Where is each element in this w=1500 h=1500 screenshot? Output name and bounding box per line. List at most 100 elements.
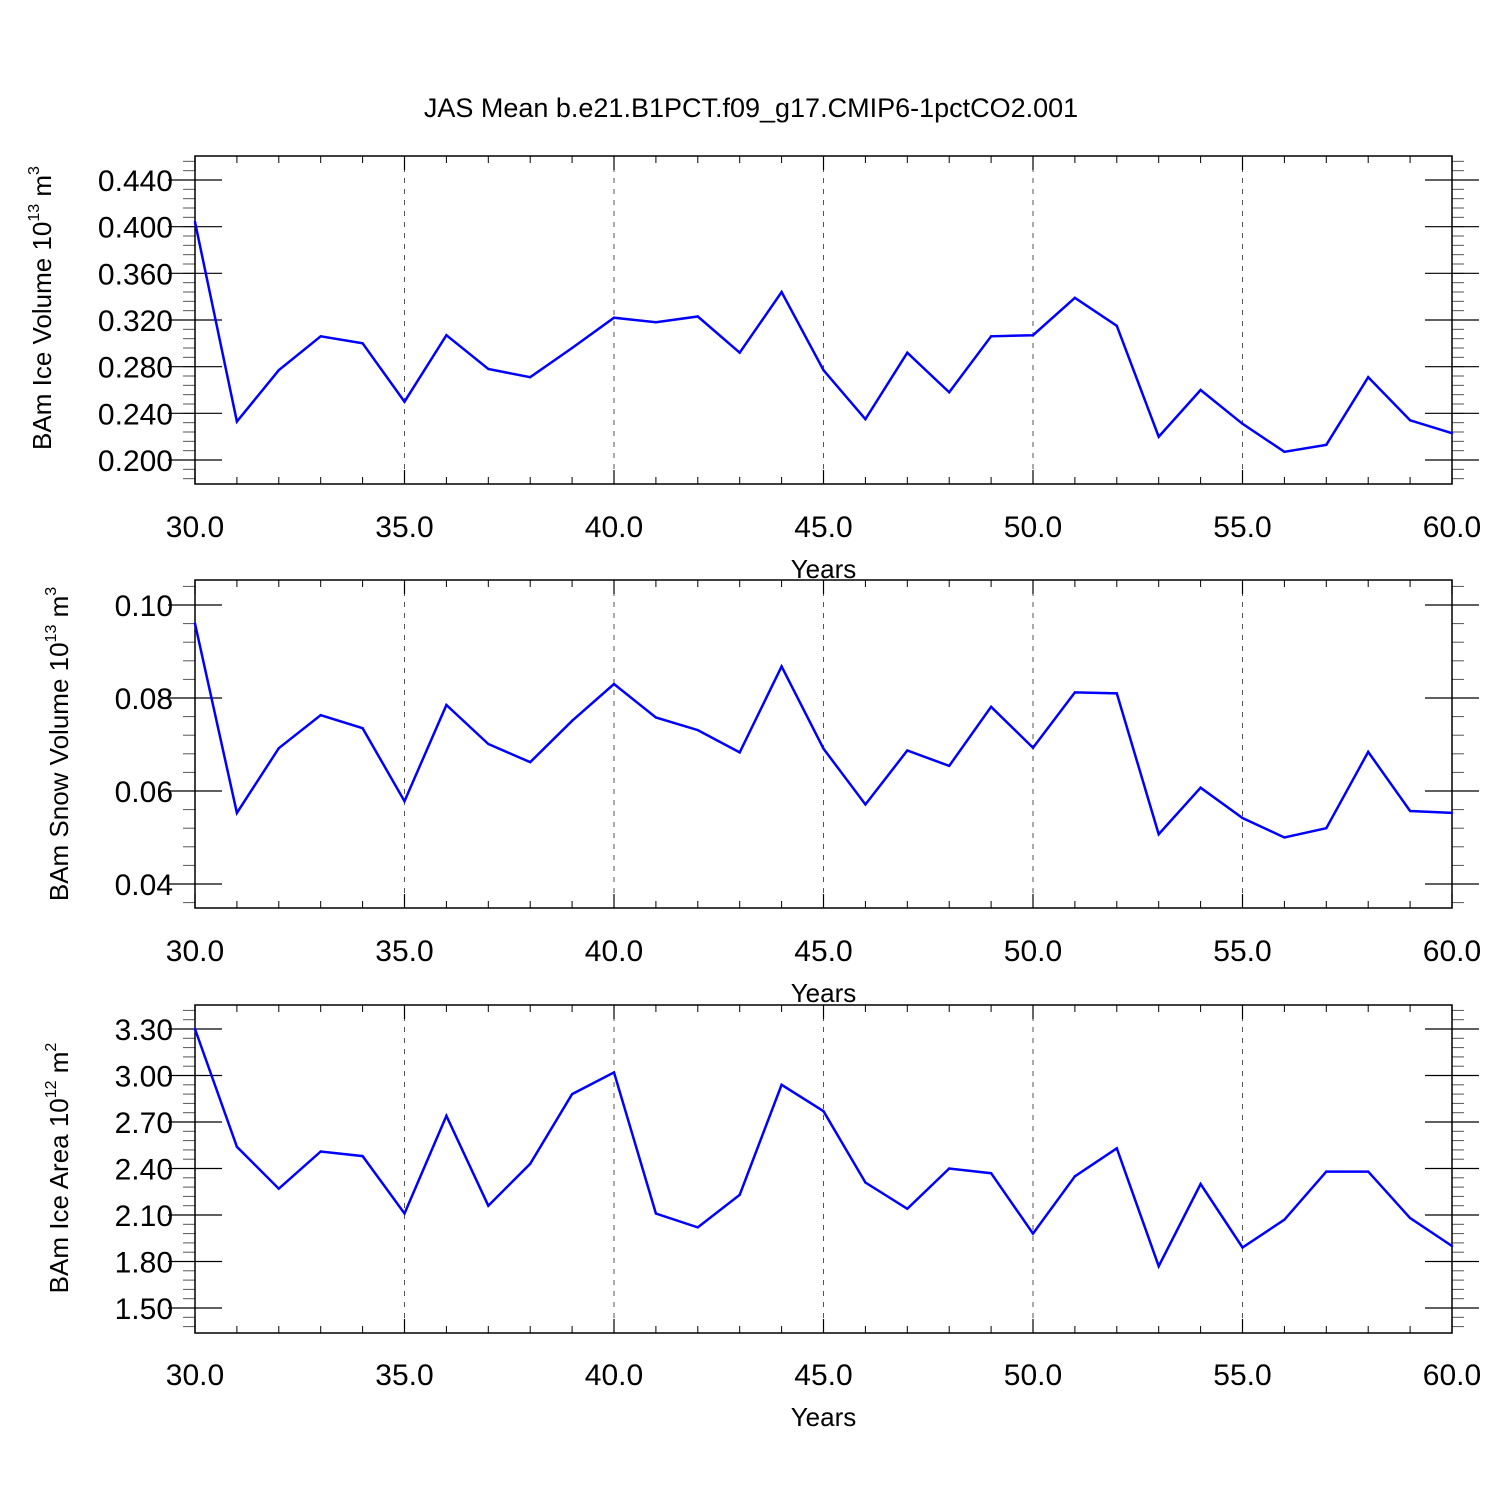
- data-point: [654, 716, 658, 719]
- data-point: [1283, 1218, 1286, 1221]
- x-tick-label: 50.0: [1004, 1359, 1062, 1392]
- plot-frame: [194, 579, 1453, 909]
- data-point: [1325, 1170, 1328, 1173]
- y-tick-label: 2.70: [115, 1107, 173, 1140]
- data-point: [989, 335, 993, 338]
- data-point: [906, 1207, 909, 1211]
- x-tick-label: 35.0: [375, 1359, 433, 1392]
- data-point: [1325, 443, 1328, 447]
- data-point: [319, 335, 322, 338]
- y-axis-label-part: m: [44, 596, 74, 625]
- data-point: [1450, 431, 1454, 435]
- y-tick-label: 0.360: [98, 258, 173, 291]
- data-point: [1325, 827, 1328, 830]
- data-point: [906, 749, 909, 752]
- data-point: [989, 1171, 993, 1175]
- y-axis-label-superscript: 13: [26, 204, 43, 222]
- data-point: [1157, 1264, 1160, 1268]
- y-axis-label-superscript: 13: [43, 625, 60, 643]
- data-point: [864, 417, 867, 421]
- data-point: [864, 1181, 867, 1184]
- x-tick-label: 30.0: [166, 1359, 224, 1392]
- data-point: [780, 1083, 783, 1087]
- x-axis-label: Years: [791, 978, 857, 1008]
- x-tick-label: 40.0: [585, 1359, 643, 1392]
- data-point: [277, 1187, 280, 1190]
- data-point: [864, 803, 867, 806]
- y-axis-label: BAm Snow Volume 1013 m3: [43, 587, 74, 901]
- y-tick-label: 0.04: [115, 869, 173, 902]
- data-point: [319, 1150, 322, 1153]
- data-point: [1241, 422, 1244, 426]
- data-point: [193, 220, 197, 224]
- data-point: [1031, 333, 1035, 337]
- y-tick-label: 2.10: [115, 1200, 173, 1233]
- y-tick-label: 1.50: [115, 1293, 173, 1326]
- y-tick-label: 0.06: [115, 776, 173, 809]
- data-point: [1450, 1244, 1454, 1248]
- y-tick-label: 0.08: [115, 683, 173, 716]
- data-point: [1199, 786, 1202, 789]
- data-point: [570, 719, 574, 722]
- data-point: [361, 1154, 364, 1158]
- data-point: [1031, 746, 1035, 749]
- data-point: [1115, 1147, 1119, 1150]
- data-point: [696, 315, 699, 318]
- y-tick-label: 1.80: [115, 1247, 173, 1280]
- x-tick-label: 45.0: [794, 935, 852, 968]
- data-point: [822, 747, 825, 750]
- x-tick-label: 30.0: [166, 511, 224, 544]
- x-tick-label: 45.0: [794, 1359, 852, 1392]
- data-point: [906, 351, 909, 354]
- data-point: [696, 728, 699, 732]
- data-point: [654, 1212, 658, 1215]
- data-point: [1157, 435, 1160, 438]
- y-axis-label: BAm Ice Area 1012 m2: [43, 1043, 74, 1294]
- data-point: [1241, 816, 1244, 820]
- data-point: [738, 1193, 741, 1197]
- y-tick-label: 2.40: [115, 1154, 173, 1187]
- data-point: [948, 764, 951, 768]
- data-point: [403, 400, 406, 403]
- x-tick-label: 40.0: [585, 511, 643, 544]
- data-point: [193, 1027, 197, 1031]
- data-point: [487, 742, 490, 746]
- x-tick-label: 35.0: [375, 511, 433, 544]
- y-axis-label: BAm Ice Volume 1013 m3: [26, 166, 57, 450]
- data-point: [654, 321, 658, 324]
- x-tick-label: 55.0: [1213, 1359, 1271, 1392]
- x-tick-label: 60.0: [1423, 511, 1481, 544]
- data-point: [487, 1204, 490, 1207]
- data-point: [989, 705, 993, 709]
- data-point: [445, 703, 448, 707]
- y-axis-label-part: BAm Snow Volume 10: [44, 642, 74, 901]
- data-point: [1199, 388, 1202, 392]
- data-point: [361, 342, 364, 345]
- y-tick-label: 0.320: [98, 305, 173, 338]
- x-tick-label: 50.0: [1004, 935, 1062, 968]
- data-point: [822, 368, 825, 372]
- data-point: [1408, 1216, 1412, 1220]
- x-tick-label: 55.0: [1213, 511, 1271, 544]
- data-point: [487, 367, 490, 371]
- data-point: [570, 1092, 574, 1096]
- y-tick-label: 0.280: [98, 352, 173, 385]
- data-point: [1073, 296, 1077, 300]
- data-point: [612, 682, 616, 686]
- series-line: [193, 623, 1453, 839]
- y-axis-label-superscript: 2: [43, 1043, 60, 1052]
- y-axis-label-part: BAm Ice Area 10: [44, 1098, 74, 1293]
- data-point: [1073, 691, 1077, 694]
- plot-frame: [194, 1004, 1453, 1334]
- y-axis-label-superscript: 3: [43, 587, 60, 596]
- data-point: [1283, 450, 1286, 454]
- data-point: [570, 346, 574, 350]
- data-point: [445, 1114, 448, 1118]
- y-axis-label-superscript: 3: [26, 166, 43, 175]
- y-tick-label: 3.30: [115, 1014, 173, 1047]
- data-point: [445, 333, 448, 337]
- data-point: [1073, 1175, 1077, 1178]
- data-point: [235, 1145, 239, 1149]
- x-tick-label: 30.0: [166, 935, 224, 968]
